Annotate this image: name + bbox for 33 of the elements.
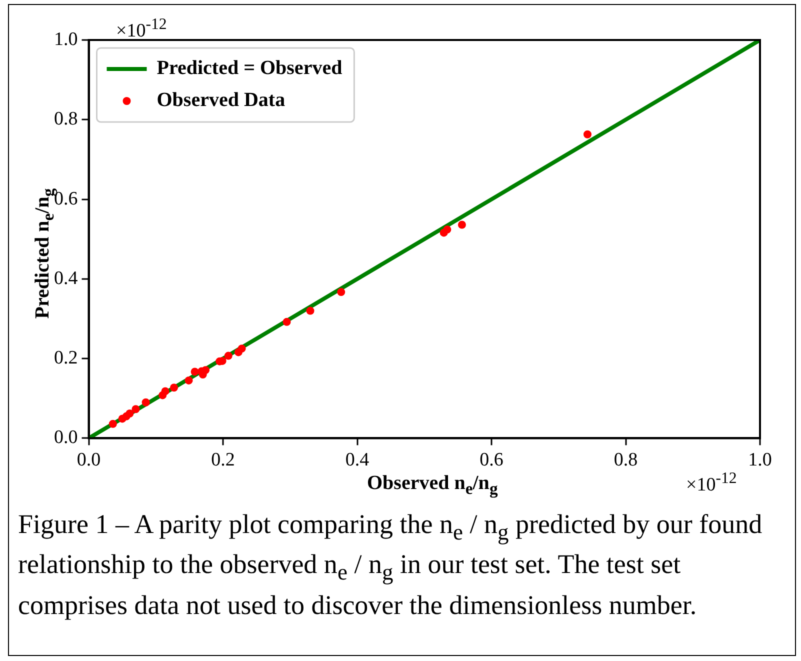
point: [458, 220, 466, 229]
point: [170, 384, 178, 392]
x-tick-label: 0.6: [480, 450, 504, 471]
y-tick-label: 0.8: [54, 108, 78, 130]
x-tick-label: 0.8: [614, 450, 638, 471]
text: Figure 1 – A parity plot comparing the n$_{e}$ / n$_{g}$ predicted by our found relationship to the observed n$_{e}$ / n$_{g}$ in our test set. The test set comprises data not used to discover the dimensionless number.: [18, 509, 762, 620]
y-tick-label: 0.2: [54, 348, 78, 369]
y-tick-label: 0.0: [54, 427, 78, 448]
x-tick-label: 0.0: [76, 450, 101, 471]
legend-label: Predicted = Observed: [156, 57, 342, 80]
point: [161, 387, 170, 396]
text: ×10$^{-12}$: [686, 470, 737, 496]
point: [202, 366, 210, 374]
point: [337, 288, 346, 296]
x-axis-title: Observed n$_{e}$/n$_{g}$: [367, 472, 498, 499]
y-tick-label: 1.0: [54, 28, 78, 50]
annotation: ×10$^{-12}$: [116, 16, 167, 42]
point: [184, 376, 193, 384]
point: [142, 398, 150, 406]
x-tick-label: 0.2: [211, 450, 235, 471]
point: [224, 352, 232, 360]
point: [443, 226, 452, 234]
point: [306, 306, 314, 315]
x-tick-label: 1.0: [748, 450, 772, 471]
point: [132, 405, 140, 414]
point: [583, 130, 592, 138]
point: [282, 318, 291, 326]
point: [190, 368, 199, 376]
x-tick-label: 0.4: [345, 450, 370, 471]
point: [108, 420, 117, 428]
legend-label: Observed Data: [156, 89, 286, 112]
point: [238, 344, 246, 353]
point: [126, 410, 134, 418]
